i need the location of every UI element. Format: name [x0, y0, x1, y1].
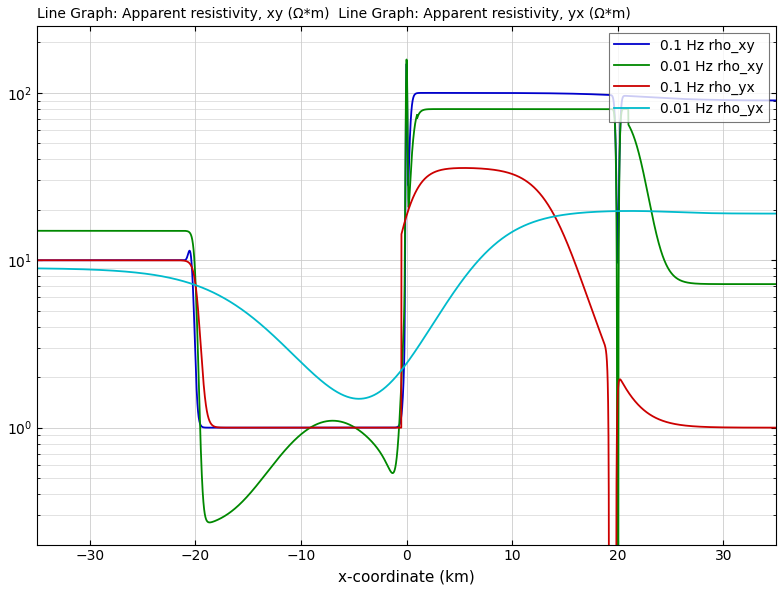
0.1 Hz rho_yx [771, 424, 781, 431]
0.1 Hz rho_yx [32, 256, 41, 264]
0.1 Hz rho_yx [502, 169, 511, 176]
Line: 0.01 Hz rho_xy: 0.01 Hz rho_xy [37, 60, 776, 553]
0.1 Hz rho_xy [470, 89, 479, 96]
Legend: 0.1 Hz rho_xy, 0.01 Hz rho_xy, 0.1 Hz rho_yx, 0.01 Hz rho_yx: 0.1 Hz rho_xy, 0.01 Hz rho_xy, 0.1 Hz rh… [608, 33, 769, 122]
Line: 0.1 Hz rho_yx: 0.1 Hz rho_yx [37, 168, 776, 591]
0.1 Hz rho_xy [502, 89, 511, 96]
0.01 Hz rho_xy [300, 428, 309, 435]
0.1 Hz rho_xy [70, 256, 79, 264]
0.01 Hz rho_yx [70, 265, 79, 272]
0.01 Hz rho_xy [70, 228, 79, 235]
Text: Line Graph: Apparent resistivity, xy (Ω*m)  Line Graph: Apparent resistivity, yx: Line Graph: Apparent resistivity, xy (Ω*… [37, 7, 631, 21]
0.01 Hz rho_yx [470, 261, 479, 268]
0.1 Hz rho_yx [620, 383, 630, 390]
0.01 Hz rho_yx [620, 207, 630, 215]
X-axis label: x-coordinate (km): x-coordinate (km) [338, 569, 475, 584]
0.1 Hz rho_xy [300, 424, 309, 431]
0.01 Hz rho_xy [470, 106, 479, 113]
0.1 Hz rho_yx [70, 256, 79, 264]
0.01 Hz rho_yx [771, 210, 781, 217]
0.1 Hz rho_xy [620, 92, 630, 99]
0.1 Hz rho_xy [580, 90, 590, 98]
0.01 Hz rho_xy [502, 106, 511, 113]
0.01 Hz rho_xy [402, 56, 411, 63]
0.01 Hz rho_yx [354, 395, 363, 402]
0.01 Hz rho_yx [32, 265, 41, 272]
0.1 Hz rho_xy [32, 256, 41, 264]
0.1 Hz rho_yx [470, 165, 479, 172]
0.1 Hz rho_xy [771, 97, 781, 104]
Line: 0.1 Hz rho_xy: 0.1 Hz rho_xy [37, 64, 776, 428]
0.1 Hz rho_yx [460, 164, 469, 171]
0.01 Hz rho_yx [580, 209, 590, 216]
0.01 Hz rho_xy [620, 106, 630, 113]
0.01 Hz rho_xy [771, 281, 781, 288]
0.01 Hz rho_yx [300, 362, 309, 369]
0.1 Hz rho_xy [402, 60, 411, 67]
0.1 Hz rho_xy [237, 424, 247, 431]
0.1 Hz rho_yx [580, 287, 590, 294]
0.01 Hz rho_xy [32, 228, 41, 235]
0.1 Hz rho_yx [300, 424, 309, 431]
Line: 0.01 Hz rho_yx: 0.01 Hz rho_yx [37, 211, 776, 399]
0.01 Hz rho_yx [626, 207, 635, 215]
0.01 Hz rho_yx [502, 232, 511, 239]
0.01 Hz rho_xy [580, 106, 590, 113]
0.01 Hz rho_xy [612, 549, 622, 556]
